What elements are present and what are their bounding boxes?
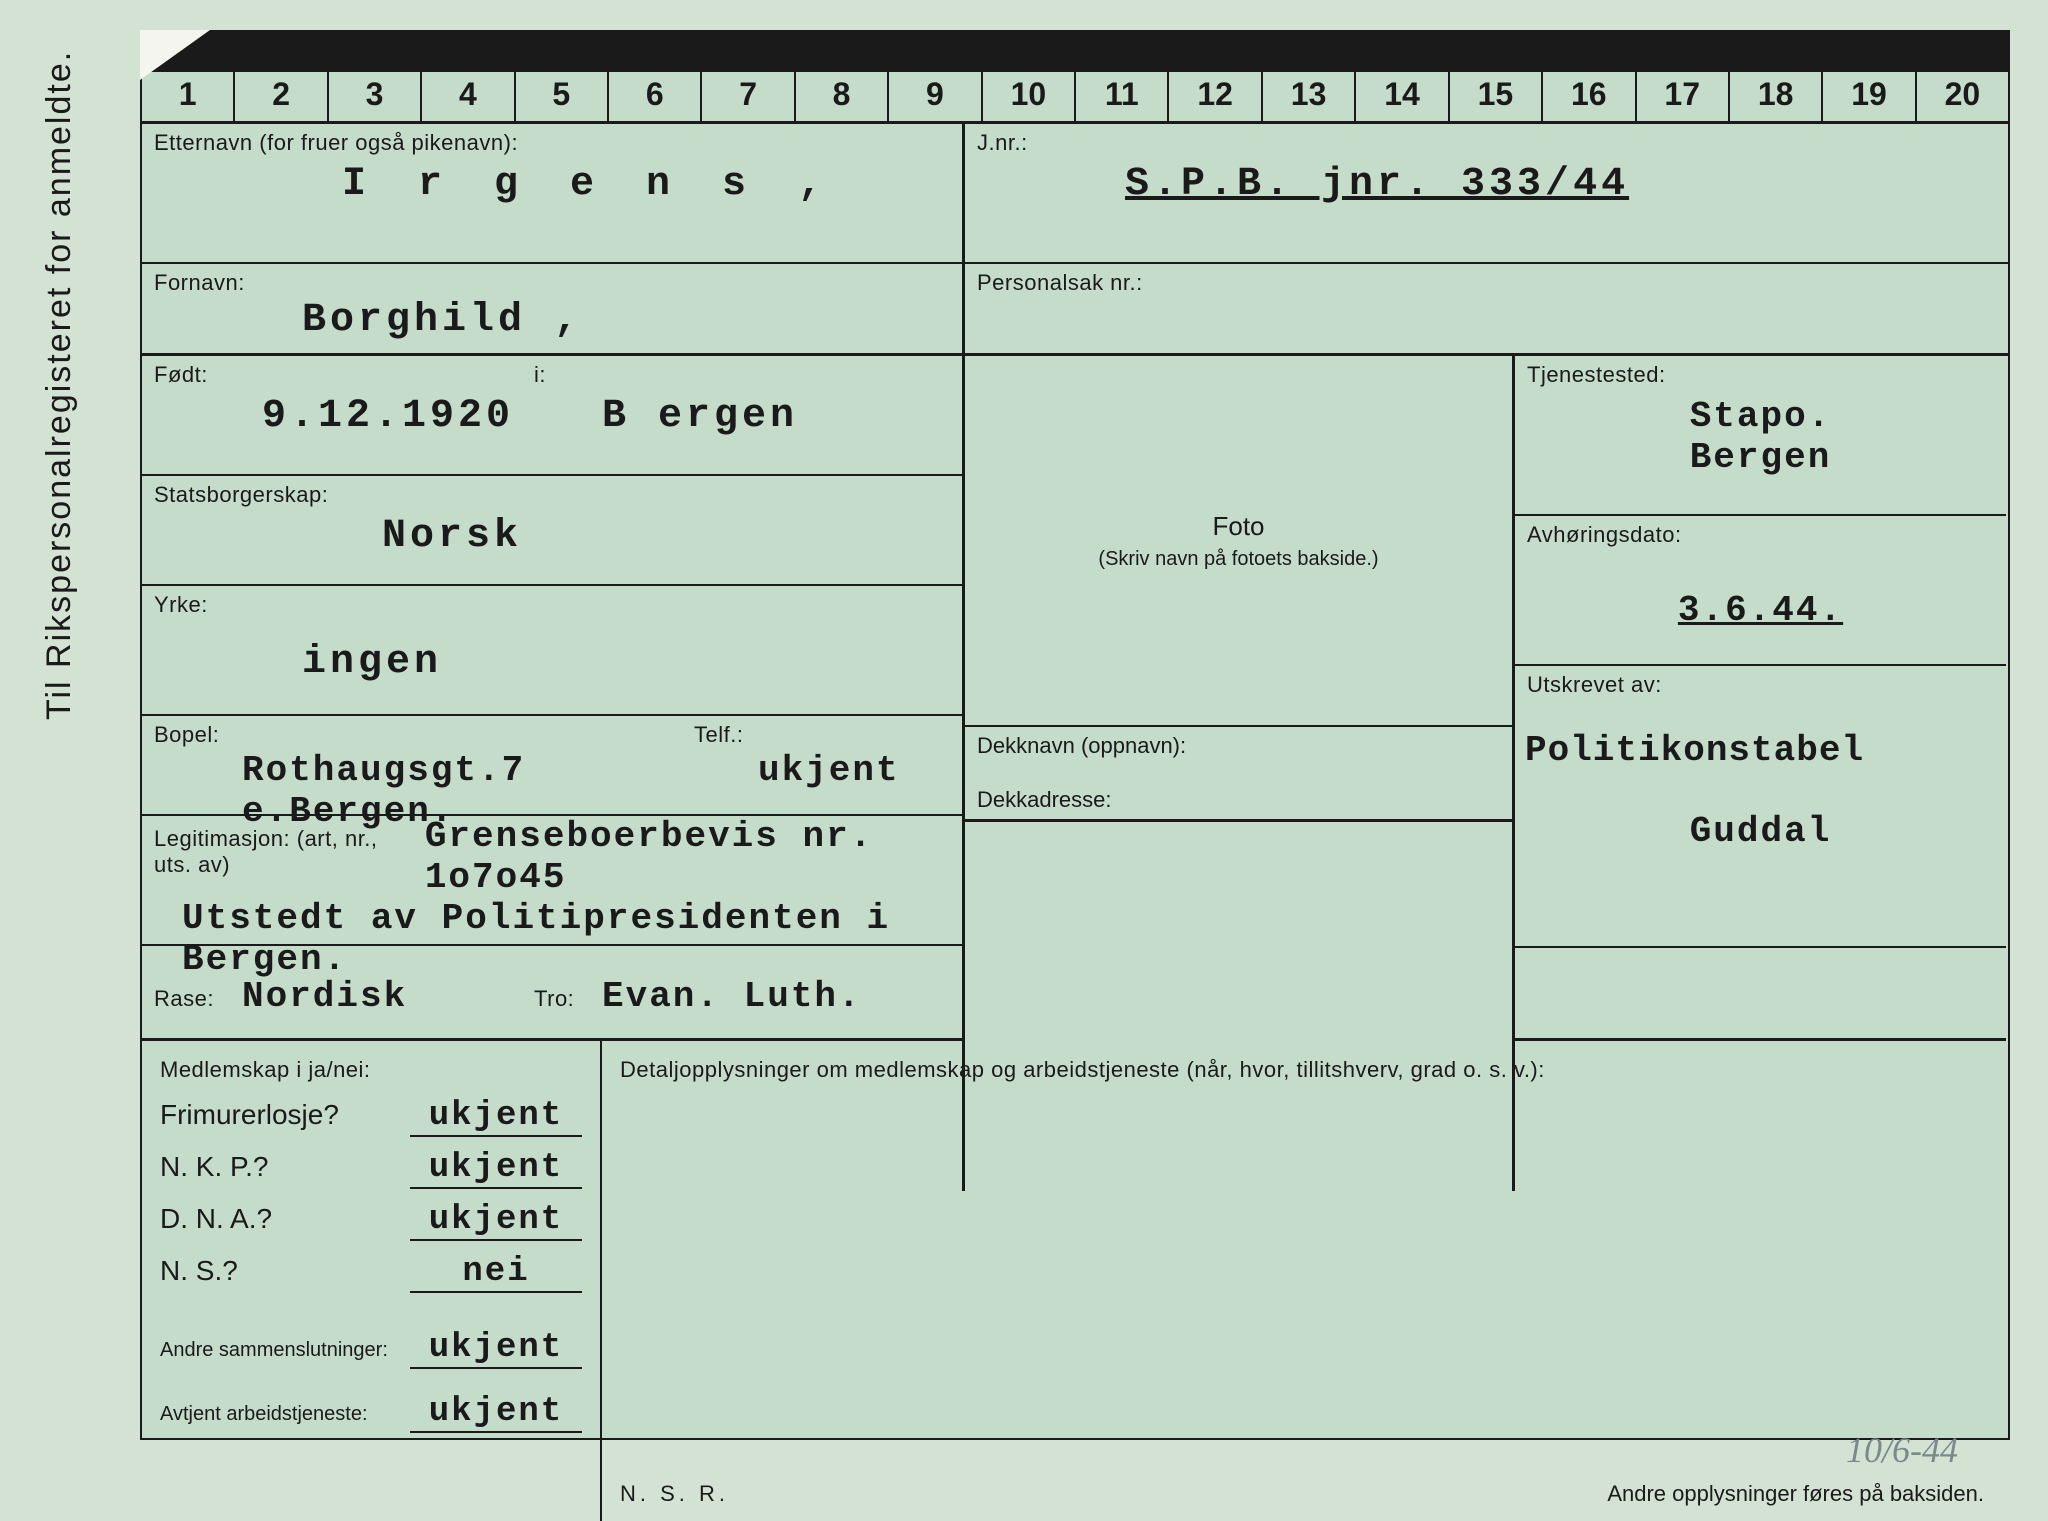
ruler-cell: 11 [1076, 32, 1169, 121]
firstname-value: Borghild , [142, 298, 962, 351]
avhoringsdato-value: 3.6.44. [1515, 550, 2006, 631]
ruler-cell: 18 [1730, 32, 1823, 121]
personalsak-label: Personalsak nr.: [965, 264, 2008, 298]
membership-value: ukjent [410, 1097, 582, 1137]
membership-row: Frimurerlosje?ukjent [160, 1097, 582, 1137]
ruler-cell: 14 [1356, 32, 1449, 121]
tjenestested-v2: Bergen [1515, 437, 2006, 478]
surname-cell: Etternavn (for fruer også pikenavn): I r… [142, 124, 962, 262]
firstname-label: Fornavn: [142, 264, 962, 298]
foto-box: Foto (Skriv navn på fotoets bakside.) [965, 356, 1512, 727]
occupation-value: ingen [142, 620, 962, 693]
ruler-cell: 17 [1637, 32, 1730, 121]
membership-row: N. K. P.?ukjent [160, 1149, 582, 1189]
membership-row: D. N. A.?ukjent [160, 1201, 582, 1241]
residence-label: Bopel: [142, 716, 682, 750]
membership-label: N. K. P.? [160, 1151, 410, 1183]
ruler-cell: 10 [983, 32, 1076, 121]
citizenship-value: Norsk [142, 510, 962, 567]
foto-sub: (Skriv navn på fotoets bakside.) [1098, 548, 1378, 571]
personalsak-cell: Personalsak nr.: [962, 264, 2008, 353]
jnr-value: S.P.B. jnr. 333/44 [965, 158, 2008, 215]
ruler-cell: 3 [329, 32, 422, 121]
residence-cell: Bopel: Telf.: Rothaugsgt.7 e.Bergen. ukj… [142, 716, 962, 816]
ruler-strip: 1234567891011121314151617181920 [142, 32, 2008, 124]
legitimation-value: Grenseboerbevis nr. 1o7o45 [425, 816, 962, 898]
surname-value: I r g e n s , [142, 158, 962, 215]
andre-label: Andre sammenslutninger: [160, 1339, 410, 1362]
membership-value: ukjent [410, 1149, 582, 1189]
membership-label: Frimurerlosje? [160, 1099, 410, 1131]
utskrevet-v1: Politikonstabel [1515, 700, 2006, 771]
jnr-label: J.nr.: [965, 124, 2008, 158]
occupation-label: Yrke: [142, 586, 962, 620]
occupation-cell: Yrke: ingen [142, 586, 962, 716]
born-cell: Født: i: 9.12.1920 B ergen [142, 356, 962, 476]
membership-header: Medlemskap i ja/nei: [160, 1051, 582, 1085]
tjenestested-label: Tjenestested: [1515, 356, 2006, 390]
utskrevet-label: Utskrevet av: [1515, 666, 2006, 700]
ruler-cell: 6 [609, 32, 702, 121]
membership-value: nei [410, 1253, 582, 1293]
membership-column: Medlemskap i ja/nei: Frimurerlosje?ukjen… [142, 1041, 602, 1521]
legitimation-cell: Legitimasjon: (art, nr., uts. av) Grense… [142, 816, 962, 946]
dog-ear-corner [140, 30, 210, 80]
citizenship-label: Statsborgerskap: [142, 476, 962, 510]
details-header: Detaljopplysninger om medlemskap og arbe… [620, 1051, 1990, 1085]
membership-label: N. S.? [160, 1255, 410, 1287]
membership-row: N. S.?nei [160, 1253, 582, 1293]
footer-right: Andre opplysninger føres på baksiden. [1607, 1481, 1984, 1507]
ruler-cell: 7 [702, 32, 795, 121]
ruler-cell: 16 [1543, 32, 1636, 121]
membership-label: D. N. A.? [160, 1203, 410, 1235]
race-label: Rase: [142, 980, 242, 1014]
side-caption: Til Rikspersonalregisteret for anmeldte. [40, 50, 79, 720]
surname-label: Etternavn (for fruer også pikenavn): [142, 124, 962, 158]
footer-left: N. S. R. [620, 1481, 729, 1507]
telf-label: Telf.: [682, 716, 753, 750]
andre-value: ukjent [410, 1329, 582, 1369]
born-label: Født: [142, 356, 522, 390]
born-place: B ergen [602, 390, 810, 447]
utskrevet-v2: Guddal [1515, 771, 2006, 852]
avtjent-value: ukjent [410, 1393, 582, 1433]
born-in-label: i: [522, 356, 556, 390]
details-column: Detaljopplysninger om medlemskap og arbe… [602, 1041, 2008, 1521]
ruler-cell: 20 [1917, 32, 2008, 121]
ruler-cell: 9 [889, 32, 982, 121]
citizenship-cell: Statsborgerskap: Norsk [142, 476, 962, 586]
ruler-cell: 8 [796, 32, 889, 121]
race-value: Nordisk [242, 976, 522, 1017]
avhoringsdato-cell: Avhøringsdato: 3.6.44. [1515, 516, 2006, 666]
handwritten-date: 10/6-44 [1846, 1429, 1958, 1471]
ruler-cell: 4 [422, 32, 515, 121]
membership-value: ukjent [410, 1201, 582, 1241]
tro-label: Tro: [522, 980, 602, 1014]
tjenestested-v1: Stapo. [1515, 390, 2006, 437]
avtjent-label: Avtjent arbeidstjeneste: [160, 1403, 410, 1426]
jnr-cell: J.nr.: S.P.B. jnr. 333/44 [962, 124, 2008, 262]
born-date: 9.12.1920 [142, 390, 602, 447]
dekknavn-label: Dekknavn (oppnavn): [977, 733, 1500, 759]
dekknavn-cell: Dekknavn (oppnavn): Dekkadresse: [965, 727, 1512, 822]
ruler-cell: 5 [516, 32, 609, 121]
ruler-cell: 13 [1263, 32, 1356, 121]
ruler-cell: 15 [1450, 32, 1543, 121]
dekkadresse-label: Dekkadresse: [977, 787, 1500, 813]
ruler-cell: 2 [235, 32, 328, 121]
ruler-cell: 12 [1169, 32, 1262, 121]
foto-title: Foto [1212, 511, 1264, 542]
tjenestested-cell: Tjenestested: Stapo. Bergen [1515, 356, 2006, 516]
tro-value: Evan. Luth. [602, 976, 862, 1017]
race-cell: Rase: Nordisk Tro: Evan. Luth. [142, 946, 962, 1041]
firstname-cell: Fornavn: Borghild , [142, 264, 962, 353]
residence-phone: ukjent [758, 750, 900, 791]
legitimation-label: Legitimasjon: (art, nr., uts. av) [142, 820, 425, 880]
avhoringsdato-label: Avhøringsdato: [1515, 516, 2006, 550]
registration-card: 1234567891011121314151617181920 Etternav… [140, 30, 2010, 1440]
utskrevet-cell: Utskrevet av: Politikonstabel Guddal [1515, 666, 2006, 946]
ruler-cell: 19 [1823, 32, 1916, 121]
